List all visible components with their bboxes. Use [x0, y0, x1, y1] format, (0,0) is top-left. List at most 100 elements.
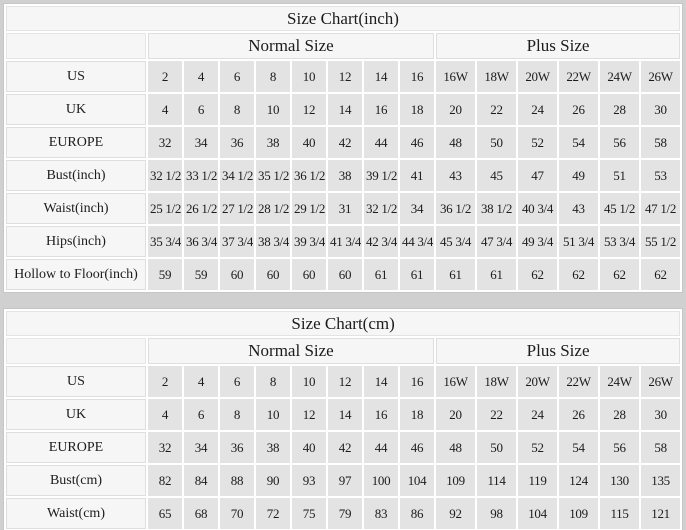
value-cell: 18	[400, 94, 434, 125]
table-row: EUROPE 32 34 36 38 40 42 44 46 48 50 52 54 56 58	[6, 127, 680, 158]
value-cell: 114	[477, 465, 516, 496]
value-cell: 82	[148, 465, 182, 496]
value-cell: 38 3/4	[256, 226, 290, 257]
corner-cell	[6, 33, 146, 59]
value-cell: 62	[641, 259, 680, 290]
value-cell: 68	[184, 498, 218, 529]
value-cell: 98	[477, 498, 516, 529]
table-row: Bust(inch) 32 1/2 33 1/2 34 1/2 35 1/2 36 1/2…	[6, 160, 680, 191]
value-cell: 61	[400, 259, 434, 290]
value-cell: 92	[436, 498, 475, 529]
value-cell: 75	[292, 498, 326, 529]
value-cell: 84	[184, 465, 218, 496]
value-cell: 14	[328, 399, 362, 430]
value-cell: 26W	[641, 61, 680, 92]
value-cell: 53 3/4	[600, 226, 639, 257]
value-cell: 32	[148, 127, 182, 158]
value-cell: 121	[641, 498, 681, 529]
value-cell: 8	[256, 366, 290, 397]
value-cell: 115	[600, 498, 639, 529]
table-row: UK 4 6 8 10 12 14 16 18 20 22 24 26 28 30	[6, 94, 680, 125]
value-cell: 45 3/4	[436, 226, 475, 257]
value-cell: 16	[364, 399, 398, 430]
value-cell: 51 3/4	[559, 226, 598, 257]
value-cell: 22W	[559, 61, 598, 92]
value-cell: 97	[328, 465, 362, 496]
value-cell: 10	[256, 399, 290, 430]
value-cell: 26	[559, 94, 598, 125]
value-cell: 44	[364, 127, 398, 158]
value-cell: 32	[148, 432, 182, 463]
value-cell: 8	[220, 94, 254, 125]
value-cell: 30	[641, 399, 681, 430]
value-cell: 36 3/4	[184, 226, 218, 257]
value-cell: 33 1/2	[184, 160, 218, 191]
row-label: EUROPE	[6, 432, 146, 463]
value-cell: 36	[220, 127, 254, 158]
value-cell: 37 3/4	[220, 226, 254, 257]
value-cell: 24	[518, 399, 557, 430]
size-chart-inch-table: Size Chart(inch) Normal Size Plus Size US 2 4…	[3, 3, 683, 293]
value-cell: 55 1/2	[641, 226, 680, 257]
value-cell: 39 1/2	[364, 160, 398, 191]
value-cell: 59	[148, 259, 182, 290]
value-cell: 40	[292, 432, 326, 463]
value-cell: 44	[364, 432, 398, 463]
value-cell: 26W	[641, 366, 681, 397]
value-cell: 58	[641, 127, 680, 158]
value-cell: 25 1/2	[148, 193, 182, 224]
value-cell: 135	[641, 465, 681, 496]
value-cell: 20	[436, 94, 475, 125]
value-cell: 56	[600, 127, 639, 158]
table-row: Hips(inch) 35 3/4 36 3/4 37 3/4 38 3/4 39 3/4…	[6, 226, 680, 257]
value-cell: 20	[436, 399, 475, 430]
value-cell: 49	[559, 160, 598, 191]
value-cell: 60	[328, 259, 362, 290]
row-label: US	[6, 366, 146, 397]
plus-size-header: Plus Size	[436, 338, 681, 364]
value-cell: 54	[559, 127, 598, 158]
value-cell: 46	[400, 127, 434, 158]
value-cell: 10	[292, 366, 326, 397]
value-cell: 16	[400, 61, 434, 92]
value-cell: 65	[148, 498, 182, 529]
value-cell: 12	[328, 366, 362, 397]
row-label: EUROPE	[6, 127, 146, 158]
value-cell: 35 1/2	[256, 160, 290, 191]
value-cell: 44 3/4	[400, 226, 434, 257]
value-cell: 53	[641, 160, 680, 191]
value-cell: 26	[559, 399, 598, 430]
normal-size-header: Normal Size	[148, 33, 434, 59]
value-cell: 18W	[477, 366, 516, 397]
value-cell: 45 1/2	[600, 193, 639, 224]
value-cell: 6	[184, 399, 218, 430]
value-cell: 4	[184, 61, 218, 92]
value-cell: 54	[559, 432, 598, 463]
value-cell: 18W	[477, 61, 516, 92]
row-label: UK	[6, 399, 146, 430]
value-cell: 42	[328, 432, 362, 463]
value-cell: 52	[518, 127, 557, 158]
value-cell: 38	[256, 432, 290, 463]
value-cell: 18	[400, 399, 434, 430]
value-cell: 8	[220, 399, 254, 430]
value-cell: 14	[328, 94, 362, 125]
value-cell: 93	[292, 465, 326, 496]
row-label: UK	[6, 94, 146, 125]
value-cell: 32 1/2	[148, 160, 182, 191]
value-cell: 104	[518, 498, 557, 529]
value-cell: 2	[148, 366, 182, 397]
value-cell: 20W	[518, 366, 557, 397]
value-cell: 22	[477, 399, 516, 430]
value-cell: 4	[184, 366, 218, 397]
value-cell: 38 1/2	[477, 193, 516, 224]
value-cell: 22W	[559, 366, 598, 397]
value-cell: 60	[220, 259, 254, 290]
value-cell: 79	[328, 498, 362, 529]
value-cell: 50	[477, 127, 516, 158]
value-cell: 2	[148, 61, 182, 92]
corner-cell	[6, 338, 146, 364]
value-cell: 34 1/2	[220, 160, 254, 191]
row-label: Hips(inch)	[6, 226, 146, 257]
